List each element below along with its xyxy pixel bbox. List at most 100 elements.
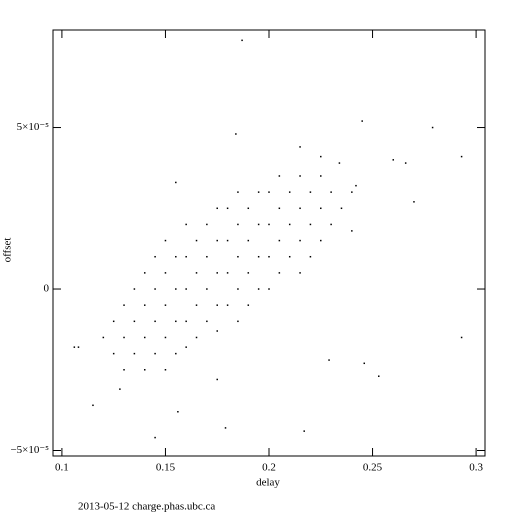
point: [226, 304, 229, 306]
point: [404, 162, 407, 164]
point: [278, 207, 281, 210]
point: [299, 239, 301, 242]
point: [299, 272, 301, 274]
point: [73, 346, 76, 348]
x-tick-label: 0.3: [469, 462, 483, 474]
point: [164, 239, 167, 242]
point: [195, 239, 198, 242]
point: [392, 159, 395, 161]
point: [241, 39, 243, 42]
point: [133, 288, 136, 290]
point: [185, 320, 187, 323]
point: [112, 352, 115, 355]
point: [164, 304, 167, 306]
point: [175, 320, 177, 323]
point: [299, 175, 301, 177]
x-tick-label: 0.1: [55, 462, 69, 474]
point: [143, 336, 146, 339]
point: [257, 223, 260, 226]
point: [431, 126, 434, 129]
point: [237, 191, 239, 193]
point: [460, 155, 463, 158]
point: [268, 191, 270, 193]
point: [247, 207, 250, 210]
point: [154, 288, 156, 290]
point: [278, 175, 281, 177]
point: [143, 272, 146, 274]
point: [338, 162, 341, 164]
point: [216, 239, 218, 242]
x-tick-label: 0.2: [262, 462, 276, 474]
y-tick-label: −5×10⁻⁵: [10, 444, 49, 456]
point: [185, 346, 187, 348]
point: [309, 191, 312, 193]
point: [288, 191, 291, 193]
x-tick-label: 0.15: [156, 462, 176, 474]
point: [460, 336, 463, 339]
point: [143, 369, 146, 371]
point: [123, 304, 125, 306]
point: [340, 207, 343, 210]
point: [309, 255, 312, 258]
point: [185, 255, 187, 258]
point: [175, 288, 177, 290]
point: [328, 359, 330, 361]
point: [288, 255, 291, 258]
point: [216, 272, 218, 274]
point: [363, 362, 366, 365]
point: [351, 191, 353, 193]
point: [92, 404, 94, 407]
point: [247, 239, 250, 242]
point: [216, 378, 218, 381]
point: [351, 230, 353, 232]
point: [185, 288, 187, 290]
point: [143, 304, 146, 306]
point: [133, 320, 136, 323]
point: [235, 133, 237, 135]
y-tick-label: 0: [44, 283, 50, 295]
point: [216, 330, 218, 332]
point: [361, 120, 363, 122]
point: [320, 175, 322, 177]
point: [226, 239, 229, 242]
point: [268, 288, 270, 290]
point: [206, 223, 208, 226]
point: [164, 336, 167, 339]
point: [320, 239, 322, 242]
point: [413, 201, 415, 203]
point: [195, 304, 198, 306]
point: [247, 304, 250, 306]
point: [154, 320, 156, 323]
point: [257, 191, 260, 193]
point: [112, 320, 115, 323]
point: [268, 223, 270, 226]
point: [268, 255, 270, 258]
point: [257, 288, 260, 290]
point: [226, 207, 229, 210]
point: [216, 207, 218, 210]
point: [247, 272, 250, 274]
point: [237, 255, 239, 258]
point: [309, 223, 312, 226]
point: [237, 223, 239, 226]
point: [195, 336, 198, 339]
point: [195, 272, 198, 274]
point: [175, 255, 177, 258]
point: [257, 255, 260, 258]
point: [320, 155, 322, 158]
point: [299, 146, 301, 148]
point: [102, 336, 105, 339]
point: [175, 181, 177, 184]
point: [330, 191, 332, 193]
point: [123, 336, 125, 339]
point: [206, 320, 208, 323]
point: [77, 346, 80, 348]
point: [216, 304, 218, 306]
point: [164, 272, 167, 274]
y-tick-label: 5×10⁻⁵: [17, 121, 50, 133]
x-axis-label: delay: [256, 477, 280, 489]
point: [185, 223, 187, 226]
footer: 2013-05-12 charge.phas.ubc.ca: [78, 501, 215, 512]
point: [237, 320, 239, 323]
